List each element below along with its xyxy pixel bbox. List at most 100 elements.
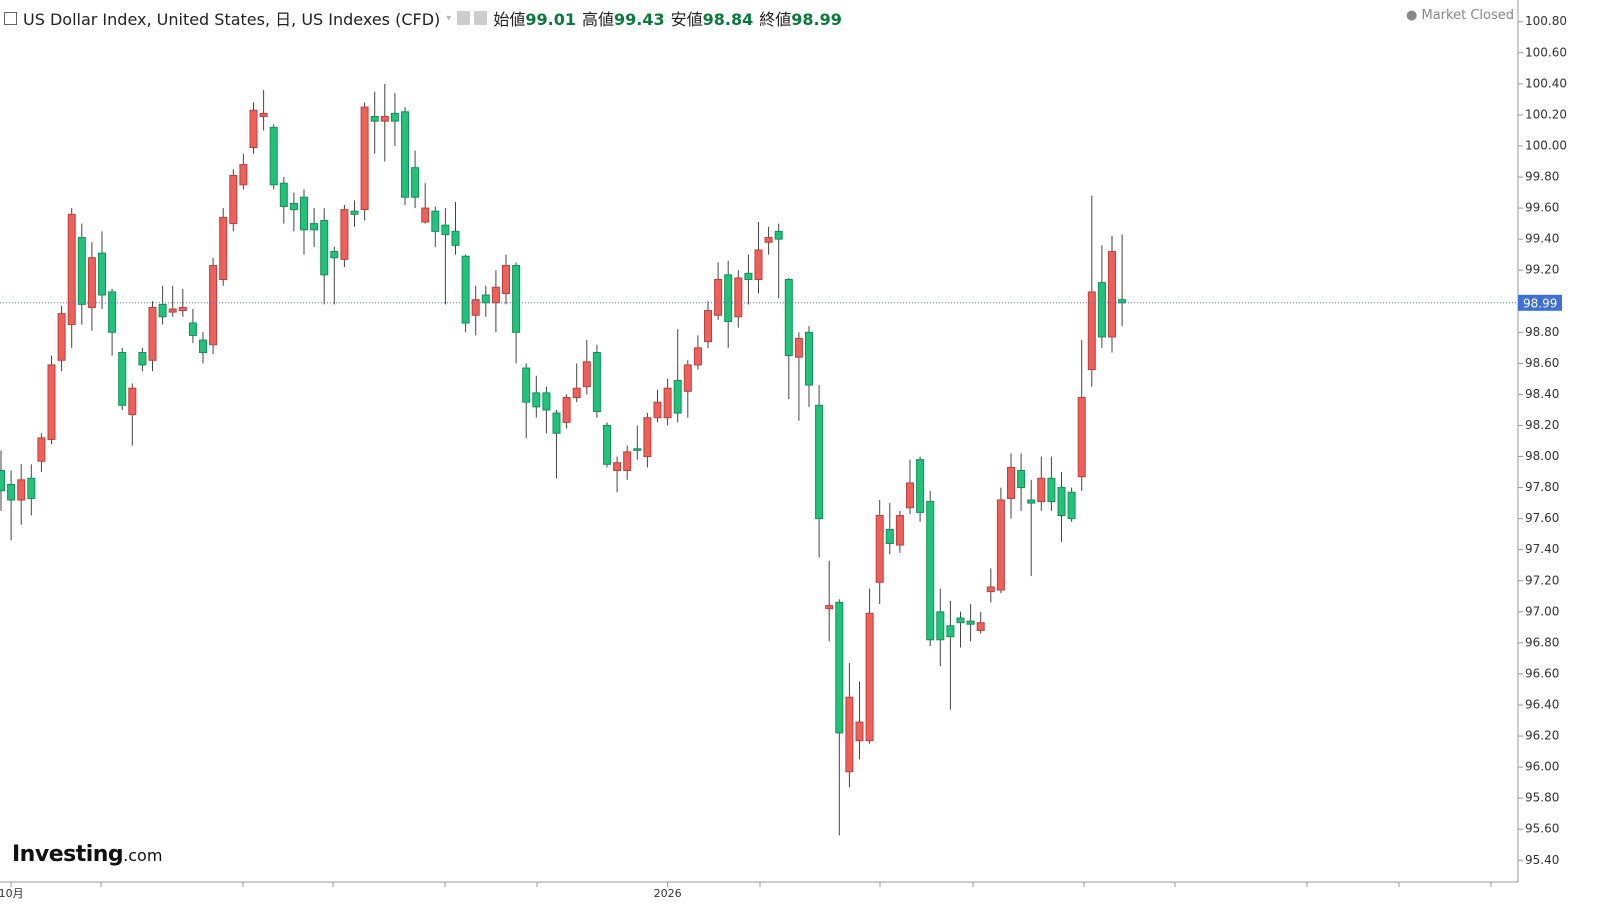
dropdown-icon[interactable]: ▾ [446,12,452,24]
candle-body [895,515,904,546]
candle-body [916,459,925,513]
candle-body [1027,499,1036,504]
ohlc-close: 終値98.99 [759,10,842,29]
candle-body [279,182,288,208]
candle-body [1037,477,1046,503]
ohlc-open: 始値99.01 [493,10,576,29]
ohlc-high: 高値99.43 [581,10,665,29]
candle-body [774,230,783,240]
candle-body [128,387,137,416]
y-tick-label: 100.20 [1525,107,1567,121]
y-tick-label: 99.80 [1525,170,1559,184]
candle-body [825,605,834,610]
candle-body [27,477,36,499]
y-tick-label: 99.40 [1525,232,1559,246]
candle-body [1097,282,1106,338]
candle-body [1108,251,1116,338]
candle-body [148,306,157,361]
candle-body [885,529,894,544]
candle-body [57,313,66,361]
candle-body [310,223,319,231]
candle-body [441,224,450,235]
candle-body [108,291,117,333]
candle-body [199,339,207,353]
y-tick-label: 100.00 [1525,138,1567,152]
candle-body [643,417,652,458]
y-tick-label: 96.20 [1525,729,1559,743]
candle-body [380,115,389,122]
candle-body [1077,397,1086,478]
logo: Investing.com [12,842,162,867]
candle-body [875,515,884,583]
collapse-icon[interactable] [4,11,17,25]
candle-body [87,257,96,308]
candle-body [906,482,914,509]
y-tick-label: 98.40 [1525,387,1559,401]
candle-body [229,174,238,225]
y-tick-label: 96.40 [1525,697,1559,711]
candle-body [926,501,935,641]
candle-body [138,351,147,366]
y-tick-label: 97.60 [1525,511,1559,525]
candle-body [976,622,985,631]
candle-body [724,274,733,322]
candle-body [794,338,803,358]
candle-body [77,237,86,305]
candle-body [249,109,258,149]
candle-body [936,611,945,641]
y-tick-label: 100.80 [1525,14,1567,28]
y-tick-label: 96.00 [1525,760,1559,774]
last-price-label: 98.99 [1523,296,1557,310]
y-tick-label: 97.40 [1525,542,1559,556]
candle-body [522,367,531,403]
candle-body [532,392,541,408]
candle-body [623,451,632,472]
candle-body [188,322,197,336]
y-tick-label: 95.60 [1525,822,1559,836]
logo-main: Investing [12,842,124,867]
candle-body [815,404,824,520]
market-status: ● Market Closed [1406,8,1514,23]
candle-body [592,351,601,412]
candle-body [613,462,622,472]
candle-body [350,210,359,215]
candle-body [340,209,349,260]
candle-body [986,586,995,593]
candle-body [259,112,268,117]
candle-body [784,279,793,357]
y-tick-label: 99.60 [1525,201,1559,215]
candle-body [704,310,712,343]
candle-body [118,351,127,406]
candle-body [47,364,56,440]
settings-icons[interactable] [457,11,488,25]
candle-body [1007,466,1015,499]
y-tick-label: 97.20 [1525,573,1559,587]
y-tick-label: 97.00 [1525,604,1559,618]
candle-body [996,499,1005,591]
y-tick-label: 98.20 [1525,418,1559,432]
candle-body [865,612,874,742]
candle-body [67,213,76,326]
candle-body [360,106,369,211]
candle-body [158,303,167,318]
candle-body [411,167,420,198]
candle-body [421,207,430,223]
y-tick-label: 98.80 [1525,325,1559,339]
candle-body [98,252,106,296]
candle-body [1087,291,1096,371]
candle-body [653,401,662,419]
candle-body [714,279,723,316]
candle-body [603,424,611,465]
candle-body [330,251,339,259]
candle-body [37,437,46,462]
y-tick-label: 99.20 [1525,263,1559,277]
x-tick-label: 2026 [654,887,682,900]
y-tick-label: 95.40 [1525,853,1559,867]
candle-body [451,230,460,246]
candle-body [431,210,440,232]
candle-body [481,294,490,304]
candle-body [572,387,581,399]
x-axis-ticks [100,882,1492,887]
